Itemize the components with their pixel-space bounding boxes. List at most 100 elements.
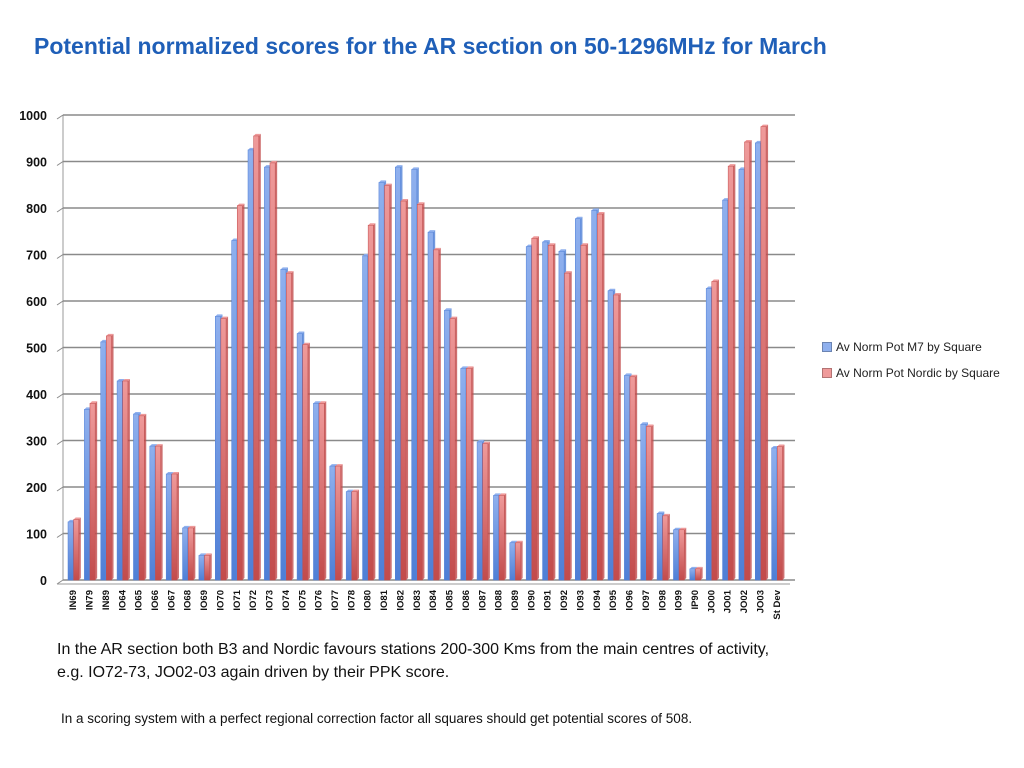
bar-nordic-top <box>695 566 703 569</box>
bar-nordic-top <box>597 212 605 215</box>
bar-m7 <box>444 310 450 581</box>
bar-nordic-top <box>335 464 343 467</box>
x-tick-label: IO92 <box>559 590 570 611</box>
legend-label-m7: Av Norm Pot M7 by Square <box>836 340 982 354</box>
bar-m7 <box>542 241 548 581</box>
y-tick-label: 0 <box>40 574 47 588</box>
bar-nordic-side <box>324 401 327 580</box>
bar-m7 <box>689 568 696 581</box>
bar-nordic-side <box>782 444 785 580</box>
x-tick-label: IO93 <box>575 590 586 611</box>
bar-m7-top <box>657 511 665 514</box>
bar-nordic <box>335 465 341 581</box>
x-tick-label: IO72 <box>248 590 259 611</box>
legend-swatch-m7 <box>822 342 832 352</box>
bar-m7-top <box>182 525 190 528</box>
bar-nordic <box>711 281 718 581</box>
bar-nordic-top <box>253 133 261 136</box>
bar-nordic-side <box>569 271 572 580</box>
bar-nordic-side <box>389 183 392 580</box>
bar-m7 <box>313 403 319 581</box>
y-tick-label: 500 <box>26 342 47 356</box>
bar-nordic <box>515 542 521 581</box>
bar-m7-top <box>477 439 485 442</box>
bar-nordic-top <box>155 444 163 447</box>
x-tick-label: IO74 <box>281 589 292 610</box>
bar-nordic-top <box>499 493 507 496</box>
bar-m7-top <box>509 540 518 543</box>
bar-nordic <box>433 249 440 581</box>
bar-m7 <box>607 290 614 581</box>
bar-nordic <box>138 415 145 581</box>
bar-m7-top <box>117 378 125 381</box>
bar-m7 <box>378 182 385 581</box>
bar-m7 <box>133 413 139 581</box>
gridline-depth <box>56 440 64 445</box>
bar-nordic-side <box>95 401 98 580</box>
bar-nordic <box>269 162 276 581</box>
bar-m7-top <box>591 208 599 211</box>
bar-nordic <box>646 426 652 581</box>
bar-nordic-top <box>171 471 179 474</box>
bar-m7 <box>362 255 368 581</box>
x-tick-label: IO82 <box>395 590 406 611</box>
bar-nordic-top <box>417 202 425 205</box>
bar-m7 <box>395 166 401 581</box>
bar-nordic <box>236 205 243 581</box>
bar-nordic <box>220 318 227 581</box>
x-tick-label: IO68 <box>183 590 194 611</box>
chart-legend: Av Norm Pot M7 by Square Av Norm Pot Nor… <box>822 340 1000 392</box>
bar-m7 <box>493 495 499 581</box>
bar-nordic-top <box>433 247 441 250</box>
bar-m7-top <box>575 216 583 219</box>
bar-nordic-top <box>89 401 98 404</box>
bar-nordic <box>629 376 636 581</box>
gridline-depth <box>56 533 64 538</box>
bar-nordic-side <box>422 202 425 580</box>
note-paragraph: In the AR section both B3 and Nordic fav… <box>57 638 937 684</box>
x-tick-label: IO95 <box>608 589 619 610</box>
bar-m7 <box>705 288 712 581</box>
bar-nordic-top <box>106 333 114 336</box>
bar-nordic-top <box>482 441 490 444</box>
y-tick-label: 800 <box>26 202 47 216</box>
bar-nordic-side <box>406 199 409 580</box>
x-tick-label: IO94 <box>592 589 603 610</box>
bar-nordic-side <box>455 316 458 580</box>
x-tick-label: IO89 <box>510 590 521 611</box>
bar-nordic-top <box>302 342 310 345</box>
bar-nordic-side <box>684 527 687 580</box>
bar-nordic-top <box>237 203 245 206</box>
bar-nordic-side <box>700 566 703 580</box>
x-tick-label: IO64 <box>117 589 128 610</box>
bar-nordic <box>695 568 701 581</box>
x-tick-label: IO65 <box>134 589 145 610</box>
gridline-depth <box>56 393 64 399</box>
bar-nordic-top <box>449 316 458 319</box>
bar-nordic <box>106 335 112 581</box>
bar-nordic <box>760 126 767 581</box>
x-tick-label: IO67 <box>166 590 177 611</box>
bar-nordic-side <box>471 366 474 580</box>
bar-nordic <box>204 555 210 581</box>
bar-nordic-top <box>777 444 785 447</box>
bar-nordic <box>367 224 374 581</box>
x-tick-label: IP90 <box>690 590 701 610</box>
bar-nordic-side <box>618 292 621 580</box>
bar-nordic-side <box>242 203 245 581</box>
bar-nordic <box>384 185 390 581</box>
x-tick-label: IN89 <box>101 590 112 610</box>
bar-nordic-top <box>466 366 474 369</box>
bar-m7-top <box>558 249 567 252</box>
gridline-depth <box>56 579 64 585</box>
y-tick-label: 100 <box>26 528 47 542</box>
bar-nordic-side <box>176 471 179 580</box>
bar-nordic-top <box>73 517 81 520</box>
bar-nordic-top <box>188 525 196 528</box>
bar-nordic <box>776 446 783 581</box>
bar-nordic <box>678 529 685 581</box>
bar-nordic-top <box>744 139 752 142</box>
bar-nordic-side <box>716 279 719 580</box>
bar-chart: 0 100 200 300 400 500 600 700 800 900 1000 IN69 IN7… <box>19 109 795 620</box>
bar-nordic <box>187 527 194 581</box>
